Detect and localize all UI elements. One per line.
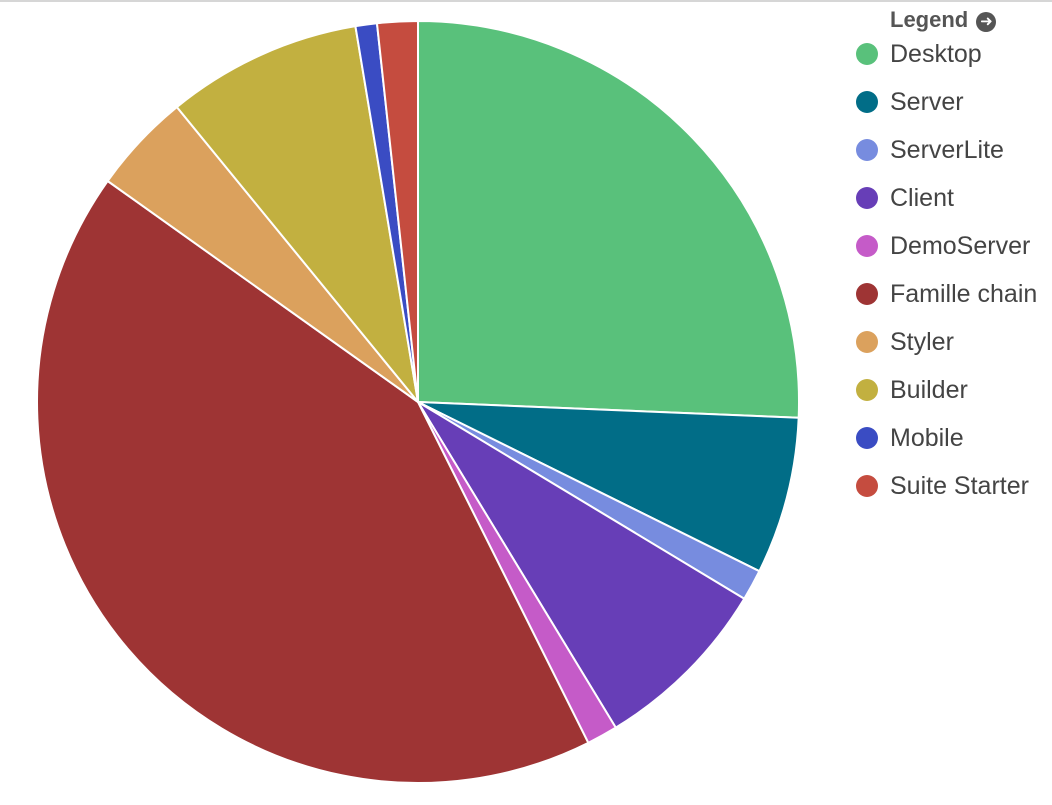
legend-label: DemoServer <box>890 231 1031 260</box>
legend-item-builder[interactable]: Builder <box>852 366 1048 414</box>
pie-chart <box>36 20 801 785</box>
legend-item-suite-starter[interactable]: Suite Starter <box>852 462 1048 510</box>
legend-item-styler[interactable]: Styler <box>852 318 1048 366</box>
legend-item-famille-chain[interactable]: Famille chain <box>852 270 1048 318</box>
legend-label: Styler <box>890 327 954 356</box>
legend-label: Server <box>890 87 964 116</box>
legend-swatch <box>856 331 878 353</box>
legend-label: ServerLite <box>890 135 1004 164</box>
legend: Legend ➜ Desktop Server ServerLite Client De… <box>852 6 1048 510</box>
legend-label: Desktop <box>890 39 982 68</box>
legend-item-client[interactable]: Client <box>852 174 1048 222</box>
legend-swatch <box>856 379 878 401</box>
pie-slice-client[interactable] <box>417 401 746 729</box>
legend-swatch <box>856 283 878 305</box>
legend-item-server[interactable]: Server <box>852 78 1048 126</box>
legend-swatch <box>856 235 878 257</box>
legend-title: Legend <box>890 7 969 32</box>
legend-label: Client <box>890 183 954 212</box>
legend-item-desktop[interactable]: Desktop <box>852 30 1048 78</box>
legend-label: Builder <box>890 375 968 404</box>
pie-slice-builder[interactable] <box>175 25 419 403</box>
legend-swatch <box>856 427 878 449</box>
legend-label: Suite Starter <box>890 471 1029 500</box>
legend-swatch <box>856 475 878 497</box>
legend-swatch <box>856 187 878 209</box>
legend-label: Famille chain <box>890 279 1038 308</box>
pie-slice-famille-chain[interactable] <box>36 180 590 785</box>
legend-swatch <box>856 91 878 113</box>
legend-toggle[interactable]: Legend ➜ <box>890 6 1048 34</box>
legend-swatch <box>856 43 878 65</box>
circle-arrow-right-icon: ➜ <box>976 12 997 32</box>
legend-swatch <box>856 139 878 161</box>
legend-item-serverlite[interactable]: ServerLite <box>852 126 1048 174</box>
legend-item-demoserver[interactable]: DemoServer <box>852 222 1048 270</box>
legend-list: Desktop Server ServerLite Client DemoServer F… <box>852 30 1048 510</box>
pie-chart-area <box>36 20 801 785</box>
top-divider <box>0 0 1052 2</box>
legend-label: Mobile <box>890 423 964 452</box>
pie-slice-server[interactable] <box>417 401 800 573</box>
pie-slice-suite-starter[interactable] <box>375 20 419 403</box>
pie-slice-desktop[interactable] <box>417 20 801 419</box>
legend-item-mobile[interactable]: Mobile <box>852 414 1048 462</box>
